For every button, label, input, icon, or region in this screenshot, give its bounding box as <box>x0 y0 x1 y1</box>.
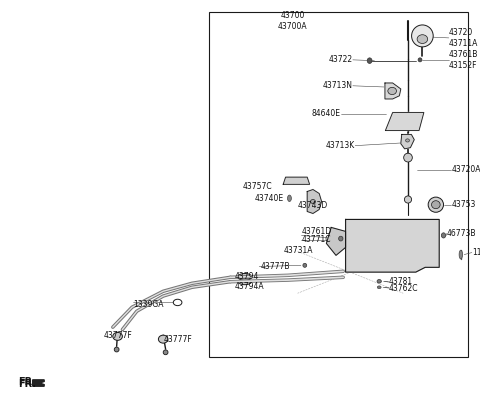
Ellipse shape <box>377 279 382 283</box>
Ellipse shape <box>238 279 252 285</box>
Ellipse shape <box>338 236 343 241</box>
Ellipse shape <box>459 250 462 259</box>
Ellipse shape <box>404 196 412 203</box>
Text: 43720
43711A: 43720 43711A <box>449 28 478 47</box>
Text: 84640E: 84640E <box>312 109 341 118</box>
Text: 43713N: 43713N <box>323 81 353 90</box>
Ellipse shape <box>113 332 122 340</box>
Text: 43713K: 43713K <box>326 141 355 150</box>
Ellipse shape <box>388 87 396 95</box>
Polygon shape <box>385 83 401 99</box>
Text: 43700
43700A: 43700 43700A <box>278 11 308 31</box>
Text: 43720A: 43720A <box>451 165 480 174</box>
Polygon shape <box>385 113 424 130</box>
Polygon shape <box>307 190 322 213</box>
Text: 43740E: 43740E <box>254 194 284 203</box>
Ellipse shape <box>173 299 182 306</box>
Text: 43743D: 43743D <box>298 201 328 210</box>
Text: 43762C: 43762C <box>389 284 418 292</box>
Text: 43777F: 43777F <box>163 335 192 344</box>
Ellipse shape <box>377 286 381 289</box>
Polygon shape <box>346 219 439 272</box>
Ellipse shape <box>442 233 446 238</box>
Text: 43794
43794A: 43794 43794A <box>234 272 264 291</box>
Polygon shape <box>401 134 414 149</box>
Text: 43753: 43753 <box>451 200 476 209</box>
Text: 46773B: 46773B <box>446 229 476 238</box>
Text: 1339GA: 1339GA <box>133 300 164 308</box>
Ellipse shape <box>417 35 428 43</box>
Ellipse shape <box>303 263 307 267</box>
Polygon shape <box>283 177 310 184</box>
Ellipse shape <box>163 350 168 355</box>
Ellipse shape <box>367 58 372 63</box>
Text: 43757C: 43757C <box>242 182 272 191</box>
Ellipse shape <box>418 58 422 62</box>
Polygon shape <box>326 227 346 255</box>
Text: 43722: 43722 <box>329 55 353 64</box>
Polygon shape <box>33 380 44 386</box>
Text: FR.: FR. <box>18 377 36 387</box>
Text: 43761B
43152F: 43761B 43152F <box>449 50 478 69</box>
Ellipse shape <box>406 139 409 142</box>
Ellipse shape <box>432 201 440 209</box>
Text: 43777F: 43777F <box>103 331 132 340</box>
Ellipse shape <box>114 347 119 352</box>
Ellipse shape <box>158 335 168 343</box>
Text: FR.: FR. <box>18 379 36 389</box>
Text: 1125KJ: 1125KJ <box>472 248 480 257</box>
Ellipse shape <box>288 195 291 201</box>
Text: 43771C: 43771C <box>301 235 331 244</box>
Ellipse shape <box>428 197 444 212</box>
Text: 43777B: 43777B <box>261 262 290 271</box>
Ellipse shape <box>411 25 433 47</box>
Ellipse shape <box>238 274 252 279</box>
Text: 43781: 43781 <box>389 277 413 286</box>
Ellipse shape <box>311 200 315 203</box>
Bar <box>209 12 468 357</box>
Ellipse shape <box>404 153 412 162</box>
Text: 43731A: 43731A <box>283 246 312 255</box>
Text: 43761D: 43761D <box>301 227 332 236</box>
